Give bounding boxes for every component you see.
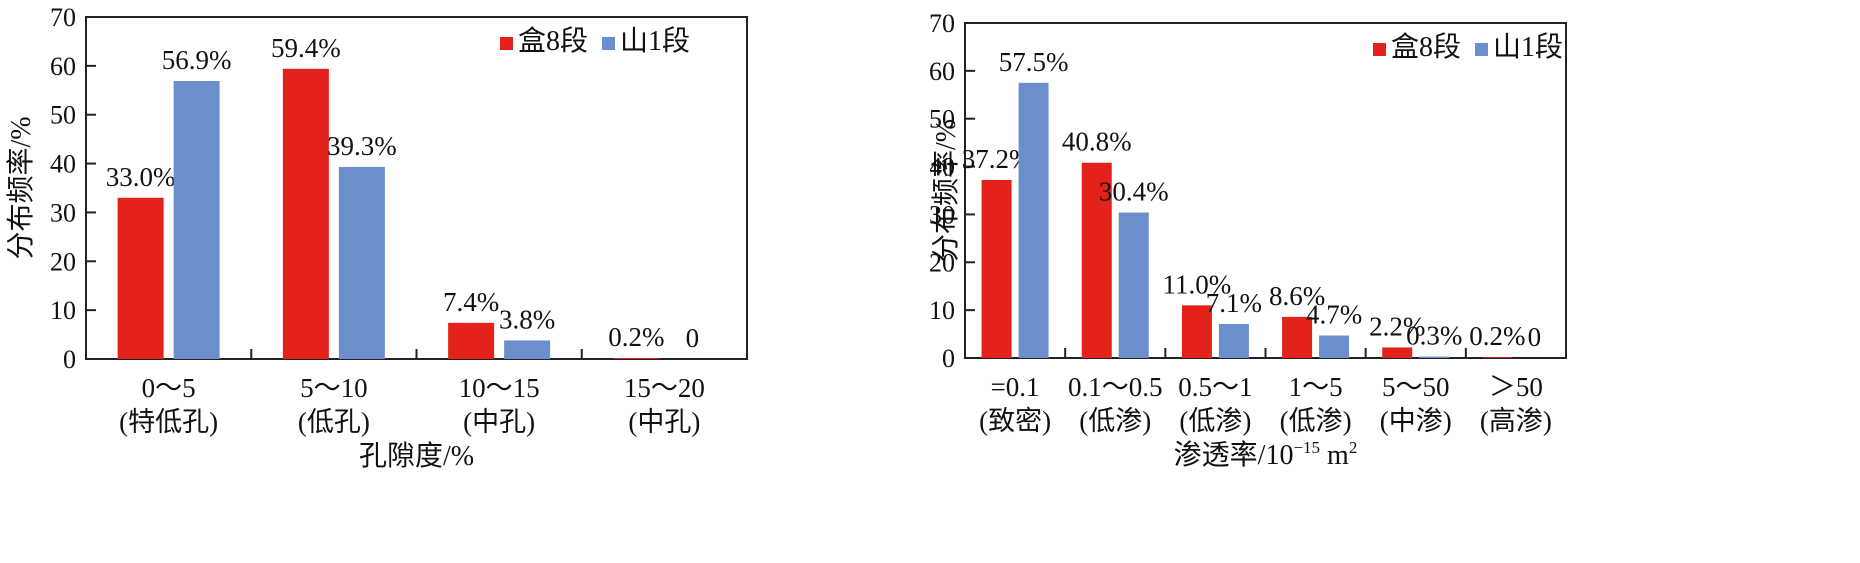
c1-data-label: 0.2% [1469, 321, 1525, 351]
c1-x-axis-label-unit: m [1320, 440, 1349, 471]
c0-bar-series1 [282, 68, 329, 359]
c0-x-tick-sublabel: (中孔) [463, 407, 535, 437]
c1-y-tick-label: 70 [930, 9, 955, 38]
c1-legend-label: 盒8段 [1391, 31, 1461, 63]
c1-y-tick-label: 40 [930, 153, 955, 182]
c1-legend-swatch [1373, 43, 1386, 56]
c1-x-tick-sublabel: (高渗) [1480, 406, 1552, 436]
c0-x-tick-sublabel: (特低孔) [119, 407, 218, 437]
c1-x-tick-label: 5～50 [1382, 372, 1450, 402]
c0-data-label: 39.3% [327, 131, 397, 161]
c0-data-label: 0.2% [608, 322, 664, 352]
c1-x-tick-label: 0.5～1 [1178, 372, 1252, 402]
c1-x-axis-label-exp: −15 [1293, 438, 1320, 457]
c1-data-label: 4.7% [1306, 300, 1362, 330]
c1-bar-series1 [1482, 357, 1513, 358]
c0-data-label: 7.4% [443, 287, 499, 317]
c1-bar-series2 [1018, 82, 1049, 359]
c1-data-label: 0 [1528, 322, 1542, 352]
c0-data-label: 3.8% [499, 304, 555, 334]
c0-data-label: 59.4% [271, 33, 341, 63]
c0-bar-series1 [117, 197, 164, 359]
c1-x-tick-label: 1～5 [1289, 372, 1343, 402]
c1-x-tick-sublabel: (致密) [979, 406, 1051, 436]
c0-bar-series2 [504, 340, 551, 359]
c1-y-tick-label: 50 [930, 105, 955, 134]
c0-y-tick-label: 0 [63, 345, 76, 374]
c1-bar-series1 [1382, 347, 1413, 358]
c0-y-tick-label: 70 [50, 3, 76, 32]
c1-bar-series2 [1118, 212, 1149, 358]
c0-data-label: 0 [686, 323, 700, 353]
porosity-chart: 0 10 20 30 40 50 60 70 分布频率/% 0～5 (特低孔) 33.0% 56.9% 5… [5, 3, 748, 472]
c0-y-tick-label: 10 [50, 296, 76, 325]
c1-x-tick-label: ＞50 [1489, 372, 1543, 402]
c0-x-tick-label: 15～20 [624, 373, 705, 403]
c0-legend-label: 盒8段 [518, 25, 588, 57]
c0-x-tick-sublabel: (低孔) [298, 407, 370, 437]
c1-data-label: 8.6% [1269, 281, 1325, 311]
c1-x-tick-sublabel: (低渗) [1179, 406, 1251, 436]
c0-x-tick-label: 0～5 [142, 373, 196, 403]
c0-x-tick-label: 10～15 [459, 373, 540, 403]
c1-bar-series2 [1218, 324, 1249, 358]
c1-data-label: 2.2% [1369, 311, 1425, 341]
c1-x-tick-sublabel: (中渗) [1380, 406, 1452, 436]
c1-data-label: 30.4% [1099, 177, 1169, 207]
c1-y-tick-label: 0 [942, 344, 955, 373]
c1-legend-label: 山1段 [1493, 31, 1563, 63]
c0-legend-label: 山1段 [620, 25, 690, 57]
c1-bar-series1 [981, 179, 1012, 358]
c1-y-tick-label: 10 [930, 296, 955, 325]
c1-x-tick-label: =0.1 [991, 372, 1040, 402]
c0-y-tick-label: 60 [50, 52, 76, 81]
c0-y-tick-label: 30 [50, 198, 76, 227]
c1-x-tick-sublabel: (低渗) [1280, 406, 1352, 436]
c0-bar-series1 [448, 322, 495, 359]
c1-bar-series2 [1319, 335, 1350, 358]
c1-y-tick-label: 60 [930, 57, 955, 86]
c1-data-label: 7.1% [1206, 288, 1262, 318]
permeability-chart: 010203040506070分布频率/%=0.1(致密)37.2%57.5%0… [930, 9, 1567, 471]
c1-bar-series1 [1282, 316, 1313, 358]
c0-y-tick-label: 20 [50, 247, 76, 276]
c1-x-axis-label-unit-exp: 2 [1349, 438, 1358, 457]
c0-x-tick-label: 5～10 [300, 373, 368, 403]
c0-bar-series1 [613, 358, 660, 359]
c1-bar-series1 [1081, 162, 1112, 358]
c0-data-label: 33.0% [106, 162, 176, 192]
c0-y-tick-label: 50 [50, 101, 76, 130]
c0-x-axis-label: 孔隙度/% [359, 440, 474, 472]
c1-data-label: 11.0% [1163, 269, 1232, 299]
c0-x-tick-sublabel: (中孔) [628, 407, 700, 437]
c0-legend-swatch [602, 37, 615, 50]
c1-x-axis-label-main: 渗透率/10 [1174, 439, 1294, 471]
c1-x-axis-label: 渗透率/10−15 m2 [1174, 438, 1358, 471]
c1-bar-series2 [1419, 356, 1450, 358]
c0-bar-series2 [338, 166, 385, 359]
c1-x-tick-label: 0.1～0.5 [1068, 372, 1163, 402]
c1-data-label: 57.5% [999, 47, 1069, 77]
c0-legend-swatch [500, 37, 513, 50]
c1-bar-series1 [1181, 305, 1212, 358]
c1-data-label: 0.3% [1406, 321, 1462, 351]
c1-x-tick-sublabel: (低渗) [1079, 406, 1151, 436]
c1-y-axis-label: 分布频率/% [930, 119, 962, 262]
c0-bar-series2 [173, 81, 220, 359]
c1-legend-swatch [1475, 43, 1488, 56]
c0-data-label: 56.9% [162, 45, 232, 75]
c1-data-label: 40.8% [1062, 127, 1132, 157]
c1-y-tick-label: 30 [930, 200, 955, 229]
c1-y-tick-label: 20 [930, 248, 955, 277]
c0-y-axis-label: 分布频率/% [5, 116, 37, 259]
c0-y-tick-label: 40 [50, 150, 76, 179]
